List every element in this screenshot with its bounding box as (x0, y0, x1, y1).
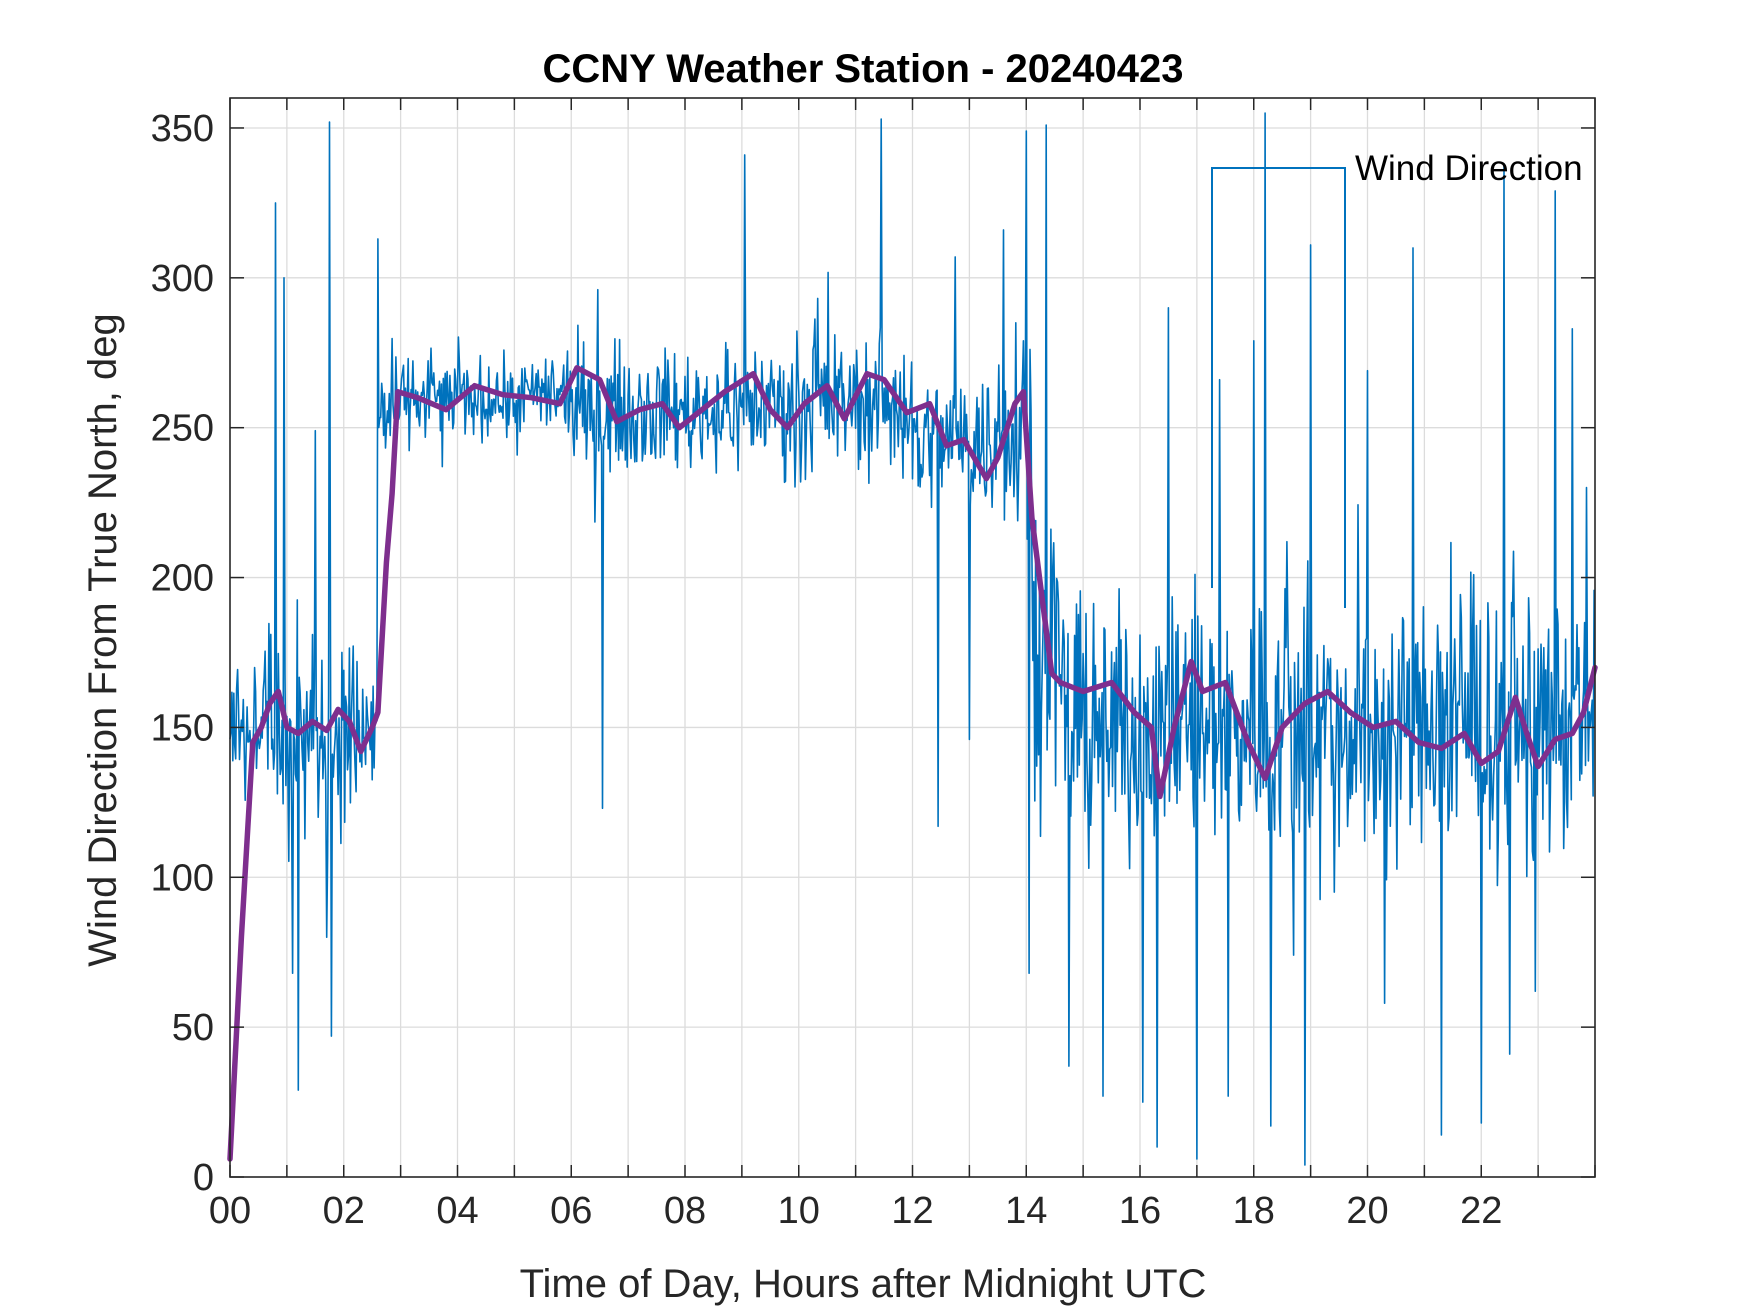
y-tick-label: 200 (151, 558, 214, 600)
x-tick-label: 10 (778, 1190, 820, 1232)
x-tick-label: 00 (209, 1190, 251, 1232)
x-tick-label: 14 (1005, 1190, 1047, 1232)
tick-marks (229, 98, 1596, 1178)
series-line-wind-direction (229, 112, 1595, 1166)
x-tick-label: 04 (436, 1190, 478, 1232)
chart-title: CCNY Weather Station - 20240423 (543, 47, 1184, 91)
y-axis-label: Wind Direction From True North, deg (81, 313, 125, 967)
x-tick-label: 06 (550, 1190, 592, 1232)
legend-line-wind-direction (1211, 167, 1346, 608)
series-line-moving-average (227, 365, 1598, 1162)
y-tick-label: 300 (151, 258, 214, 300)
y-tick-label: 0 (193, 1157, 214, 1199)
legend-label-wind-direction: Wind Direction (1355, 149, 1583, 188)
legend: Wind Direction (1211, 149, 1583, 608)
plot-lines (227, 112, 1598, 1166)
y-tick-label: 250 (151, 408, 214, 450)
x-tick-label: 22 (1460, 1190, 1502, 1232)
x-tick-label: 02 (323, 1190, 365, 1232)
x-tick-label: 12 (891, 1190, 933, 1232)
y-tick-label: 50 (172, 1007, 214, 1049)
x-tick-label: 08 (664, 1190, 706, 1232)
y-tick-label: 350 (151, 108, 214, 150)
x-tick-label: 20 (1346, 1190, 1388, 1232)
y-tick-label: 150 (151, 707, 214, 749)
tick-labels: 00 02 04 06 08 10 12 14 16 18 20 22 0 50 100 150 200 250 3… (151, 108, 1503, 1232)
x-tick-label: 18 (1233, 1190, 1275, 1232)
y-tick-label: 100 (151, 857, 214, 899)
x-axis-label: Time of Day, Hours after Midnight UTC (520, 1262, 1207, 1306)
x-tick-label: 16 (1119, 1190, 1161, 1232)
